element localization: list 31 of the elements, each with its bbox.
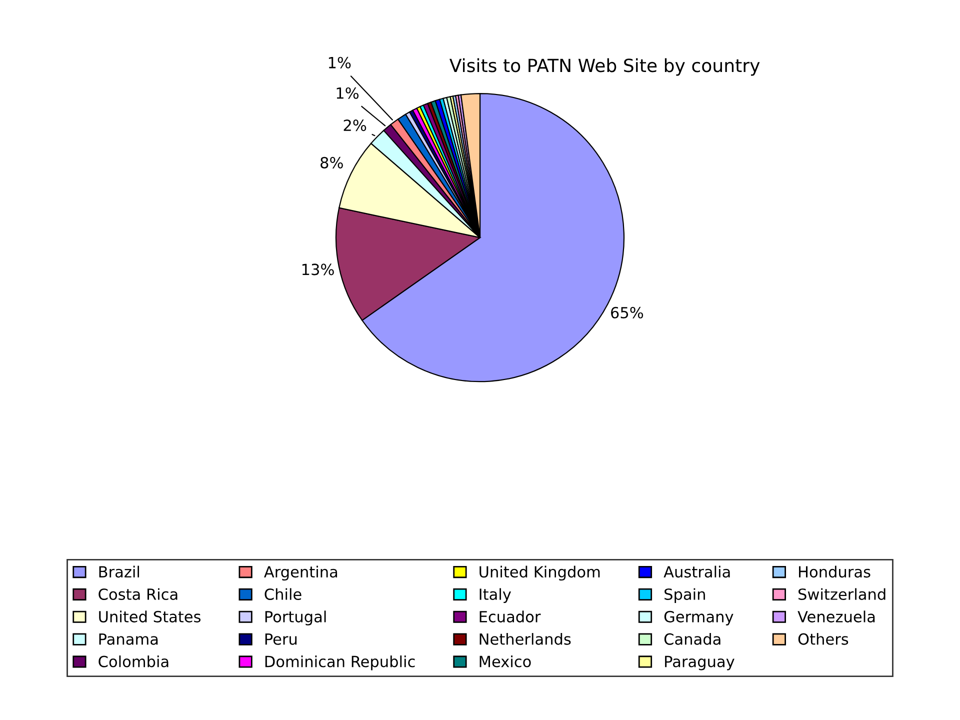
legend-label: United Kingdom — [480, 566, 600, 581]
legend-label: Italy — [480, 588, 511, 603]
data-label: 1% — [328, 56, 351, 68]
legend-label: Canada — [664, 633, 720, 645]
data-label: 2% — [344, 120, 366, 132]
legend-label: Dominican Republic — [265, 655, 415, 670]
legend-label: Costa Rica — [98, 588, 178, 600]
legend-label: Peru — [265, 634, 297, 645]
legend-label: Switzerland — [798, 588, 886, 600]
legend-label: Spain — [664, 588, 705, 603]
legend-label: Mexico — [480, 655, 531, 668]
data-label: 1% — [336, 87, 359, 99]
legend-label: United States — [99, 610, 201, 622]
data-label: 65% — [611, 306, 644, 318]
legend-label: Others — [798, 633, 848, 645]
legend-label: Australia — [664, 566, 730, 578]
chart-title: Visits to PATN Web Site by country — [450, 58, 760, 76]
legend-label: Paraguay — [665, 656, 734, 670]
legend-label: Netherlands — [480, 633, 571, 645]
legend-label: Panama — [99, 634, 158, 645]
legend-label: Chile — [264, 588, 302, 600]
legend-label: Honduras — [799, 566, 870, 578]
legend-label: Brazil — [99, 566, 140, 578]
legend-label: Ecuador — [480, 610, 541, 622]
legend-label: Germany — [664, 610, 734, 626]
data-label: 8% — [320, 156, 343, 168]
legend-label: Venezuela — [798, 610, 875, 622]
legend-label: Argentina — [264, 566, 338, 581]
legend-label: Portugal — [265, 610, 326, 626]
legend-label: Colombia — [98, 655, 168, 668]
data-label: 13% — [302, 264, 334, 276]
